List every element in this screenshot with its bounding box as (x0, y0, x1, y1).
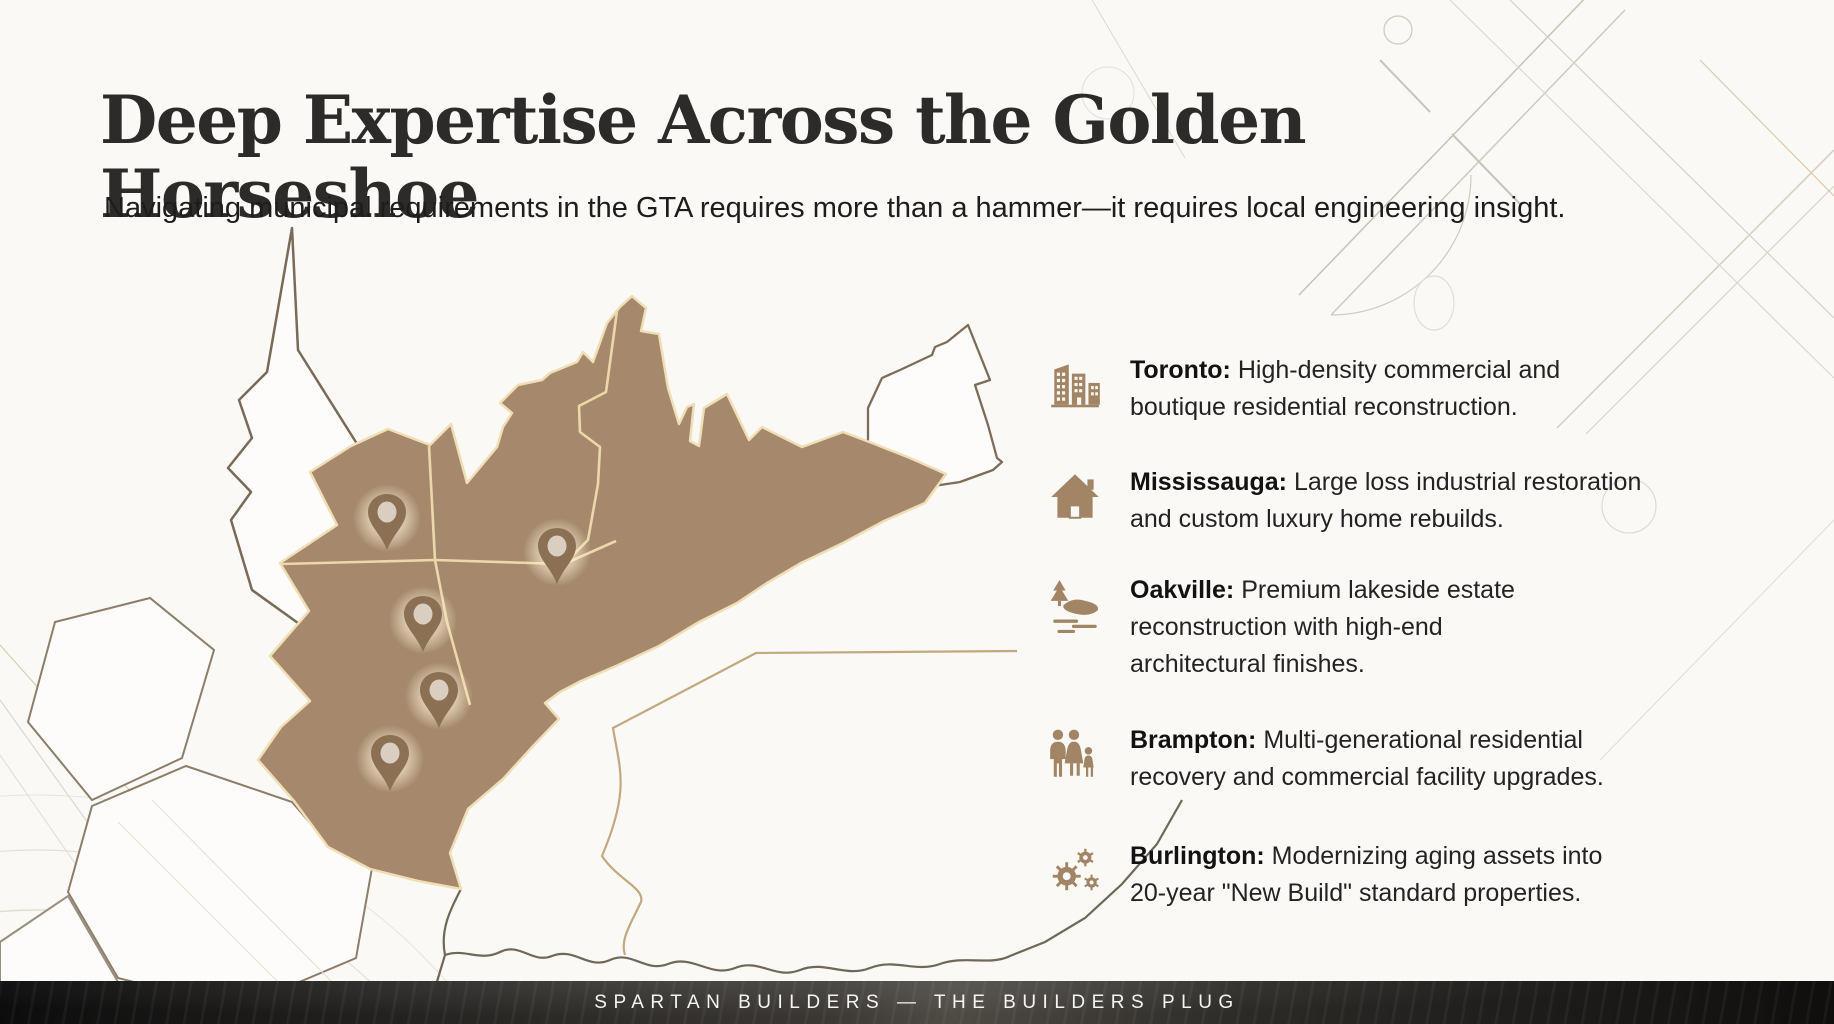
footer-brand-text: SPARTAN BUILDERS — THE BUILDERS PLUG (594, 992, 1240, 1013)
legend-text: Burlington: Modernizing aging assets int… (1130, 842, 1603, 907)
family-icon (1046, 725, 1104, 783)
legend-text: Brampton: Multi-generational residential… (1130, 726, 1604, 791)
map-pin (523, 518, 591, 586)
legend-item-mississauga: Mississauga: Large loss industrial resto… (1046, 464, 1696, 538)
city-name: Toronto: (1130, 356, 1231, 384)
city-name: Burlington: (1130, 842, 1265, 870)
map-pin (405, 662, 473, 730)
legend-item-toronto: Toronto: High-density commercial and bou… (1046, 352, 1696, 426)
map-pin (353, 484, 421, 552)
footer-bar: SPARTAN BUILDERS — THE BUILDERS PLUG (0, 981, 1834, 1024)
blueprint-decoration-top-right (1081, 0, 1834, 761)
legend-item-brampton: Brampton: Multi-generational residential… (1046, 722, 1696, 796)
page-title: Deep Expertise Across the Golden Horsesh… (100, 81, 1307, 233)
page-subtitle: Navigating municipal requirements in the… (104, 192, 1566, 224)
map-pin (389, 586, 457, 654)
legend-text: Mississauga: Large loss industrial resto… (1130, 468, 1642, 533)
legend-item-burlington: Burlington: Modernizing aging assets int… (1046, 838, 1696, 912)
city-name: Brampton: (1130, 726, 1257, 754)
legend-text: Oakville: Premium lakeside estate recons… (1130, 576, 1515, 678)
city-buildings-icon (1046, 355, 1104, 413)
legend-text: Toronto: High-density commercial and bou… (1130, 356, 1561, 421)
map-highlight-region (256, 294, 948, 891)
map-pin (356, 725, 424, 793)
legend-item-oakville: Oakville: Premium lakeside estate recons… (1046, 572, 1696, 683)
city-name: Mississauga: (1130, 468, 1288, 496)
regions-legend: Toronto: High-density commercial and bou… (1046, 352, 1696, 912)
city-name: Oakville: (1130, 576, 1235, 604)
gears-icon (1046, 841, 1104, 899)
house-icon (1046, 467, 1104, 525)
lakeside-icon (1046, 575, 1104, 633)
